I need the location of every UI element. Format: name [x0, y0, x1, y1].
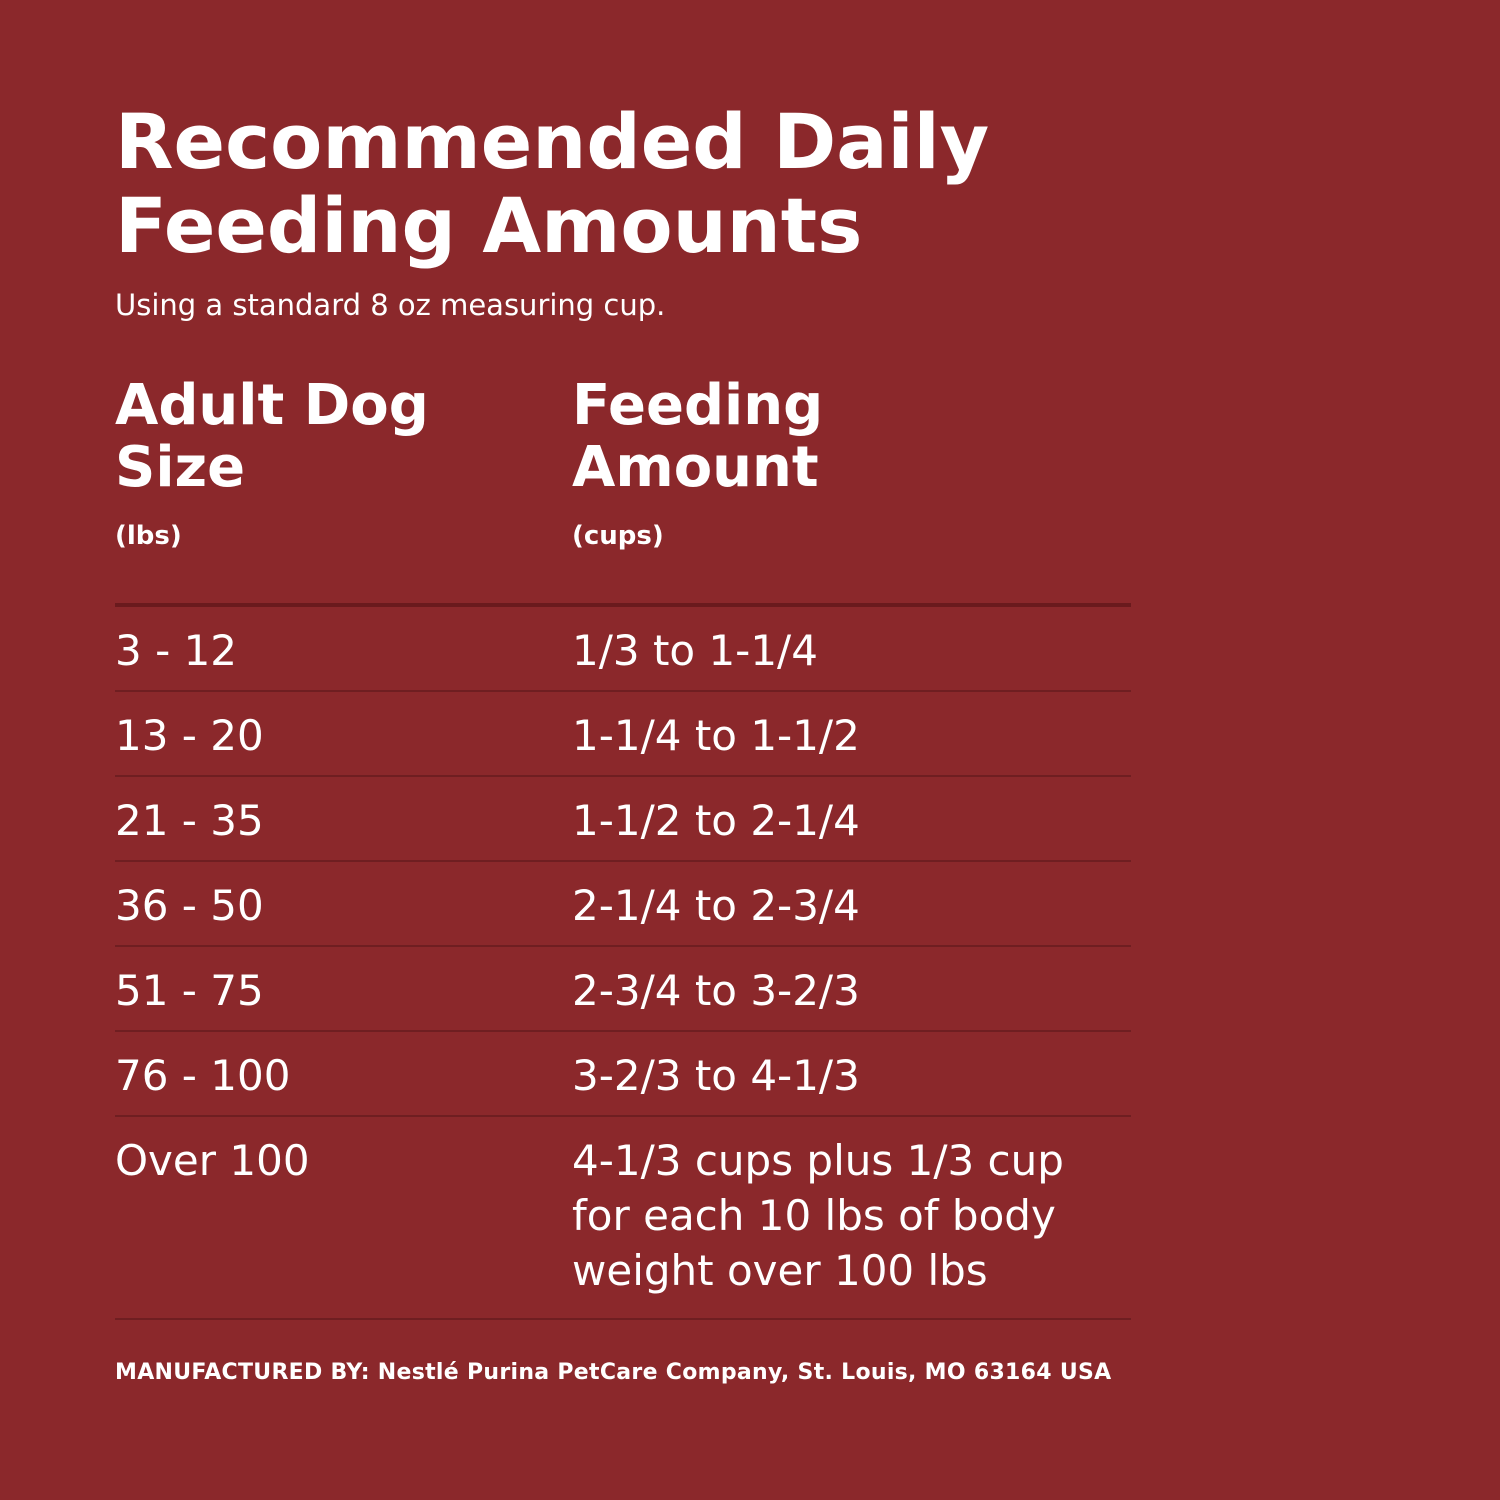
table-cell: 1-1/4 to 1-1/2	[572, 711, 860, 760]
title: Recommended Daily Feeding Amounts	[115, 97, 990, 270]
table-row: 3 - 12 1/3 to 1-1/4	[115, 607, 1131, 692]
table-row: 51 - 75 2-3/4 to 3-2/3	[115, 947, 1131, 1032]
table-row: 21 - 35 1-1/2 to 2-1/4	[115, 777, 1131, 862]
column-unit: (lbs)	[115, 521, 182, 551]
table-row: Over 100 4-1/3 cups plus 1/3 cup for each…	[115, 1117, 1131, 1320]
table-cell: 1/3 to 1-1/4	[572, 626, 818, 675]
table-cell: 4-1/3 cups plus 1/3 cup for each 10 lbs …	[572, 1136, 1064, 1295]
table-cell: 21 - 35	[115, 796, 264, 845]
table-row: 76 - 100 3-2/3 to 4-1/3	[115, 1032, 1131, 1117]
table-cell: 13 - 20	[115, 711, 264, 760]
column-header: Adult Dog Size (lbs)	[115, 375, 572, 603]
table-header: Adult Dog Size (lbs) Feeding Amount (cups)	[115, 375, 1131, 607]
table-cell: 1-1/2 to 2-1/4	[572, 796, 860, 845]
table-cell: 2-3/4 to 3-2/3	[572, 966, 860, 1015]
table-row: 36 - 50 2-1/4 to 2-3/4	[115, 862, 1131, 947]
table-cell: 36 - 50	[115, 881, 264, 930]
column-header: Feeding Amount (cups)	[572, 375, 1131, 603]
table-cell: 51 - 75	[115, 966, 264, 1015]
column-title: Feeding Amount	[572, 373, 824, 500]
column-unit: (cups)	[572, 521, 664, 551]
subtitle: Using a standard 8 oz measuring cup.	[115, 288, 666, 322]
column-title: Adult Dog Size	[115, 373, 429, 500]
table-row: 13 - 20 1-1/4 to 1-1/2	[115, 692, 1131, 777]
table-cell: Over 100	[115, 1136, 310, 1185]
footer: MANUFACTURED BY: Nestlé Purina PetCare C…	[115, 1360, 1112, 1385]
table-cell: 3 - 12	[115, 626, 238, 675]
table-cell: 3-2/3 to 4-1/3	[572, 1051, 860, 1100]
feeding-table: Adult Dog Size (lbs) Feeding Amount (cups) …	[115, 375, 1131, 1320]
table-cell: 2-1/4 to 2-3/4	[572, 881, 860, 930]
table-cell: 76 - 100	[115, 1051, 291, 1100]
